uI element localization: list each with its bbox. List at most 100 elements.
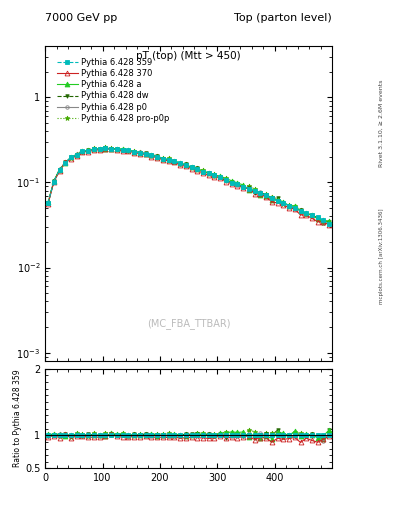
Pythia 6.428 370 xyxy=(115,147,119,153)
Pythia 6.428 pro-p0p xyxy=(149,152,154,158)
Pythia 6.428 359 xyxy=(310,212,314,219)
Pythia 6.428 p0 xyxy=(287,203,292,209)
Pythia 6.428 359 xyxy=(166,157,171,163)
Pythia 6.428 a xyxy=(270,197,274,203)
Pythia 6.428 a xyxy=(292,203,297,209)
Pythia 6.428 dw xyxy=(287,203,292,209)
Pythia 6.428 370 xyxy=(212,174,217,180)
Pythia 6.428 dw xyxy=(189,164,194,170)
Pythia 6.428 pro-p0p xyxy=(143,151,148,157)
Pythia 6.428 370 xyxy=(63,159,68,165)
Pythia 6.428 359 xyxy=(160,156,165,162)
Pythia 6.428 370 xyxy=(316,219,320,225)
Pythia 6.428 359 xyxy=(51,179,56,185)
Pythia 6.428 370 xyxy=(155,155,160,161)
Pythia 6.428 dw xyxy=(86,147,90,153)
Pythia 6.428 a xyxy=(109,145,114,152)
Pythia 6.428 359 xyxy=(63,160,68,166)
Pythia 6.428 p0 xyxy=(316,215,320,221)
Pythia 6.428 370 xyxy=(97,147,102,153)
Pythia 6.428 359 xyxy=(316,215,320,221)
Pythia 6.428 370 xyxy=(166,158,171,164)
Pythia 6.428 a xyxy=(178,160,182,166)
Pythia 6.428 370 xyxy=(132,150,136,156)
Pythia 6.428 p0 xyxy=(184,162,188,168)
Pythia 6.428 359 xyxy=(235,181,240,187)
Pythia 6.428 359 xyxy=(172,158,176,164)
Pythia 6.428 a xyxy=(224,176,228,182)
Pythia 6.428 pro-p0p xyxy=(195,165,200,171)
Pythia 6.428 dw xyxy=(310,211,314,218)
Pythia 6.428 370 xyxy=(281,202,286,208)
Pythia 6.428 dw xyxy=(321,218,326,224)
Pythia 6.428 pro-p0p xyxy=(80,147,85,154)
Pythia 6.428 370 xyxy=(57,168,62,174)
Pythia 6.428 p0 xyxy=(46,200,50,206)
Pythia 6.428 370 xyxy=(304,212,309,218)
Pythia 6.428 a xyxy=(304,210,309,216)
Pythia 6.428 pro-p0p xyxy=(316,216,320,222)
Pythia 6.428 p0 xyxy=(109,146,114,153)
Pythia 6.428 370 xyxy=(241,184,246,190)
Pythia 6.428 359 xyxy=(46,200,50,206)
Pythia 6.428 359 xyxy=(149,152,154,158)
Pythia 6.428 dw xyxy=(281,200,286,206)
Pythia 6.428 dw xyxy=(57,167,62,173)
Pythia 6.428 359 xyxy=(86,147,90,154)
Pythia 6.428 359 xyxy=(212,172,217,178)
Pythia 6.428 dw xyxy=(160,156,165,162)
Pythia 6.428 370 xyxy=(80,149,85,155)
Pythia 6.428 pro-p0p xyxy=(155,153,160,159)
Pythia 6.428 p0 xyxy=(304,210,309,217)
Pythia 6.428 359 xyxy=(97,146,102,152)
Pythia 6.428 a xyxy=(63,160,68,166)
Pythia 6.428 dw xyxy=(184,161,188,167)
Pythia 6.428 dw xyxy=(195,165,200,172)
Pythia 6.428 a xyxy=(57,166,62,173)
Pythia 6.428 p0 xyxy=(195,166,200,173)
Pythia 6.428 a xyxy=(143,152,148,158)
Pythia 6.428 359 xyxy=(321,217,326,223)
Pythia 6.428 pro-p0p xyxy=(298,206,303,212)
Pythia 6.428 a xyxy=(92,146,96,152)
Pythia 6.428 p0 xyxy=(200,168,205,175)
Pythia 6.428 p0 xyxy=(218,174,222,180)
Pythia 6.428 370 xyxy=(74,153,79,159)
Pythia 6.428 pro-p0p xyxy=(138,149,142,155)
Pythia 6.428 dw xyxy=(172,158,176,164)
Pythia 6.428 359 xyxy=(252,188,257,194)
Pythia 6.428 pro-p0p xyxy=(235,180,240,186)
Pythia 6.428 370 xyxy=(51,179,56,185)
Pythia 6.428 pro-p0p xyxy=(69,155,73,161)
Pythia 6.428 p0 xyxy=(310,212,314,218)
Pythia 6.428 370 xyxy=(126,148,131,154)
Pythia 6.428 359 xyxy=(206,170,211,177)
Pythia 6.428 359 xyxy=(126,147,131,153)
Pythia 6.428 359 xyxy=(143,151,148,157)
Pythia 6.428 p0 xyxy=(126,148,131,154)
Pythia 6.428 a xyxy=(230,178,234,184)
Pythia 6.428 370 xyxy=(321,219,326,225)
Pythia 6.428 pro-p0p xyxy=(224,175,228,181)
Pythia 6.428 p0 xyxy=(224,177,228,183)
Pythia 6.428 dw xyxy=(327,219,332,225)
Pythia 6.428 a xyxy=(321,217,326,223)
Pythia 6.428 370 xyxy=(184,163,188,169)
Pythia 6.428 a xyxy=(241,182,246,188)
Pythia 6.428 pro-p0p xyxy=(103,144,108,150)
Pythia 6.428 a xyxy=(172,158,176,164)
Pythia 6.428 a xyxy=(120,146,125,152)
Pythia 6.428 pro-p0p xyxy=(115,146,119,152)
Pythia 6.428 p0 xyxy=(281,200,286,206)
Pythia 6.428 a xyxy=(51,178,56,184)
Pythia 6.428 p0 xyxy=(115,146,119,153)
Pythia 6.428 359 xyxy=(258,190,263,196)
Pythia 6.428 370 xyxy=(310,216,314,222)
Pythia 6.428 dw xyxy=(212,173,217,179)
Pythia 6.428 a xyxy=(166,157,171,163)
Line: Pythia 6.428 370: Pythia 6.428 370 xyxy=(46,146,332,227)
Pythia 6.428 a xyxy=(252,187,257,194)
Pythia 6.428 p0 xyxy=(97,146,102,152)
Pythia 6.428 370 xyxy=(246,186,251,192)
Pythia 6.428 pro-p0p xyxy=(287,202,292,208)
